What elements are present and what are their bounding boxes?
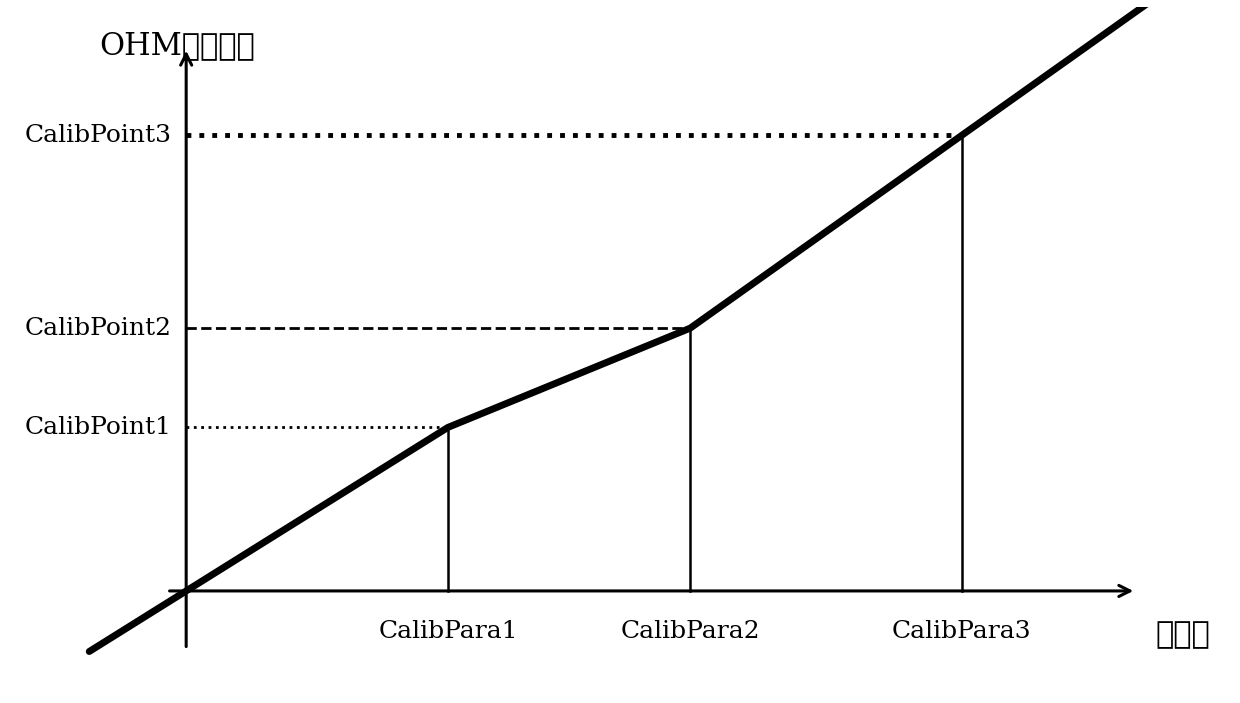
Text: CalibPara3: CalibPara3 <box>892 620 1032 643</box>
Text: OHM（欧姆）: OHM（欧姆） <box>99 30 254 61</box>
Text: CalibPara1: CalibPara1 <box>378 620 517 643</box>
Text: CalibPoint3: CalibPoint3 <box>25 124 171 147</box>
Text: CalibPoint1: CalibPoint1 <box>25 416 171 439</box>
Text: CalibPoint2: CalibPoint2 <box>25 316 171 340</box>
Text: 采样値: 采样値 <box>1156 620 1210 649</box>
Text: CalibPara2: CalibPara2 <box>620 620 760 643</box>
